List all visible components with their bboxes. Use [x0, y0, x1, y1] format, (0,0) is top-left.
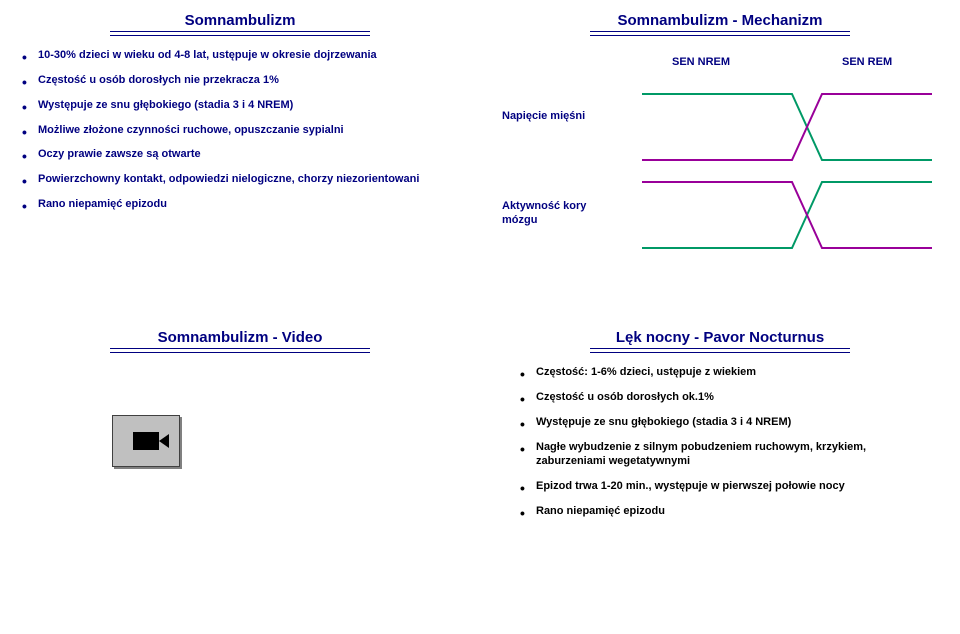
line-purple-2: [642, 182, 932, 248]
video-thumbnail[interactable]: [112, 415, 180, 467]
panel1-list: 10-30% dzieci w wieku od 4-8 lat, ustępu…: [22, 48, 458, 212]
list-item: Częstość u osób dorosłych nie przekracza…: [22, 73, 458, 88]
list-item: Występuje ze snu głębokiego (stadia 3 i …: [520, 415, 938, 430]
panel3-title: Somnambulizm - Video: [22, 329, 458, 346]
list-item: Powierzchowny kontakt, odpowiedzi nielog…: [22, 172, 458, 187]
title-rule: [502, 31, 938, 38]
line-purple-1: [642, 94, 932, 160]
line-green-1: [642, 94, 932, 160]
list-item: Epizod trwa 1-20 min., występuje w pierw…: [520, 479, 938, 494]
list-item: Częstość u osób dorosłych ok.1%: [520, 390, 938, 405]
camera-icon: [133, 432, 159, 450]
list-item: Rano niepamięć epizodu: [520, 504, 938, 519]
panel-pavor: Lęk nocny - Pavor Nocturnus Częstość: 1-…: [480, 317, 960, 634]
panel-somnambulizm: Somnambulizm 10-30% dzieci w wieku od 4-…: [0, 0, 480, 317]
list-item: Oczy prawie zawsze są otwarte: [22, 147, 458, 162]
panel4-list: Częstość: 1-6% dzieci, ustępuje z wiekie…: [520, 365, 938, 519]
list-item: Występuje ze snu głębokiego (stadia 3 i …: [22, 98, 458, 113]
mechanism-svg: [502, 52, 942, 262]
title-rule: [22, 348, 458, 355]
list-item: Rano niepamięć epizodu: [22, 197, 458, 212]
panel-video: Somnambulizm - Video: [0, 317, 480, 634]
title-rule: [22, 31, 458, 38]
panel4-title: Lęk nocny - Pavor Nocturnus: [502, 329, 938, 346]
list-item: Nagłe wybudzenie z silnym pobudzeniem ru…: [520, 440, 938, 470]
mechanism-diagram: Napięcie mięśni Aktywność kory mózgu SEN…: [502, 52, 938, 252]
list-item: Możliwe złożone czynności ruchowe, opusz…: [22, 123, 458, 138]
line-green-2: [642, 182, 932, 248]
list-item: 10-30% dzieci w wieku od 4-8 lat, ustępu…: [22, 48, 458, 63]
panel1-title: Somnambulizm: [22, 12, 458, 29]
title-rule: [502, 348, 938, 355]
panel-mechanism: Somnambulizm - Mechanizm Napięcie mięśni…: [480, 0, 960, 317]
panel2-title: Somnambulizm - Mechanizm: [502, 12, 938, 29]
slide-grid: Somnambulizm 10-30% dzieci w wieku od 4-…: [0, 0, 960, 634]
list-item: Częstość: 1-6% dzieci, ustępuje z wiekie…: [520, 365, 938, 380]
